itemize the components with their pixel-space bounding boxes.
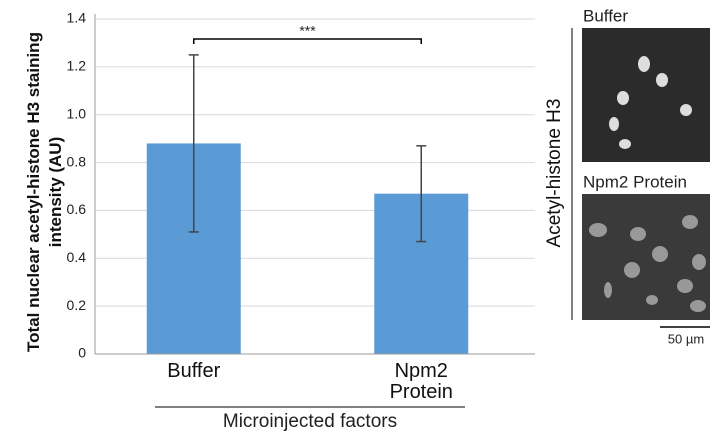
y-tick-label: 0.6: [67, 201, 87, 217]
y-tick-label: 0.2: [67, 297, 87, 313]
y-tick-label: 1.4: [67, 10, 87, 26]
significance-label: ***: [299, 23, 316, 39]
y-tick-label: 0.8: [67, 153, 87, 169]
nuclei: [589, 215, 706, 312]
error-bar: [188, 54, 199, 233]
y-tick-label: 1.0: [67, 105, 87, 121]
y-tick-label: 0.4: [67, 249, 87, 265]
y-axis-label: Total nuclear acetyl-histone H3 staining…: [24, 32, 65, 352]
scale-bar-label: 50 µm: [668, 331, 704, 346]
y-tick-label: 0: [78, 345, 86, 361]
micrograph: [582, 28, 710, 162]
side-label: Acetyl-histone H3: [544, 98, 565, 248]
x-tick-label: Buffer: [167, 360, 221, 382]
x-axis-label: Microinjected factors: [223, 411, 397, 432]
y-tick-label: 1.2: [67, 58, 87, 74]
micrograph: [582, 194, 710, 320]
panel-label: Buffer: [583, 6, 628, 25]
error-bar: [416, 145, 427, 243]
significance-bracket: [193, 38, 422, 44]
nuclei: [609, 56, 692, 149]
panel-label: Npm2 Protein: [583, 172, 687, 191]
x-tick-label: Npm2 Protein: [389, 360, 453, 403]
